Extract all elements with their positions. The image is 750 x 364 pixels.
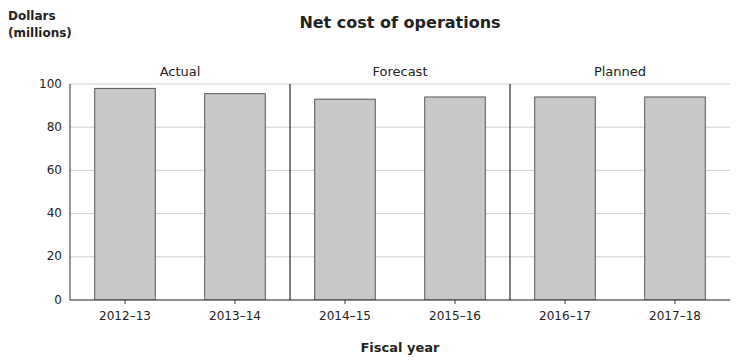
- bar: [95, 88, 156, 300]
- group-divider: [510, 84, 511, 300]
- group-label: Planned: [594, 64, 646, 79]
- y-tick-label: 20: [47, 249, 62, 263]
- x-tick: [455, 300, 456, 304]
- grid-line: [70, 300, 730, 301]
- x-tick: [235, 300, 236, 304]
- y-axis-label: (millions): [8, 26, 72, 40]
- grid-line: [70, 213, 730, 214]
- title: Net cost of operations: [299, 13, 500, 32]
- bars: [95, 88, 706, 300]
- x-axis-label: Fiscal year: [360, 340, 440, 355]
- bar: [205, 94, 266, 300]
- x-tick-label: 2013–14: [209, 309, 261, 323]
- x-tick: [565, 300, 566, 304]
- y-tick-label: 40: [47, 206, 62, 220]
- group-divider: [290, 84, 291, 300]
- y-tick-label: 100: [39, 77, 62, 91]
- x-axis-line: [70, 300, 730, 301]
- bar: [645, 97, 706, 300]
- x-tick-label: 2014–15: [319, 309, 371, 323]
- x-tick-label: 2015–16: [429, 309, 481, 323]
- x-tick-label: 2016–17: [539, 309, 591, 323]
- chart-container: 0 20 40 60 80 100 2012–13 2013–14 2014–15 2015–16…: [0, 0, 750, 364]
- x-tick-label: 2012–13: [99, 309, 151, 323]
- x-tick: [345, 300, 346, 304]
- y-tick-label: 0: [54, 293, 62, 307]
- grid-line: [70, 170, 730, 171]
- y-tick-label: 80: [47, 120, 62, 134]
- grid-line: [70, 127, 730, 128]
- group-label: Actual: [160, 64, 201, 79]
- y-tick-label: 60: [47, 163, 62, 177]
- bar: [425, 97, 486, 300]
- groups: Actual Forecast Planned: [160, 64, 646, 300]
- x-axis: 2012–13 2013–14 2014–15 2015–16 2016–17 2017–…: [99, 300, 701, 323]
- group-label: Forecast: [372, 64, 427, 79]
- x-tick-label: 2017–18: [649, 309, 701, 323]
- bar: [535, 97, 596, 300]
- chart: 0 20 40 60 80 100 2012–13 2013–14 2014–15 2015–16…: [0, 0, 750, 364]
- bar: [315, 99, 376, 300]
- grid-line: [70, 256, 730, 257]
- y-axis-label: Dollars: [8, 9, 56, 23]
- y-axis-line: [70, 84, 71, 300]
- x-tick: [675, 300, 676, 304]
- grid-line: [70, 84, 730, 85]
- x-tick: [125, 300, 126, 304]
- y-axis: 0 20 40 60 80 100: [39, 77, 730, 307]
